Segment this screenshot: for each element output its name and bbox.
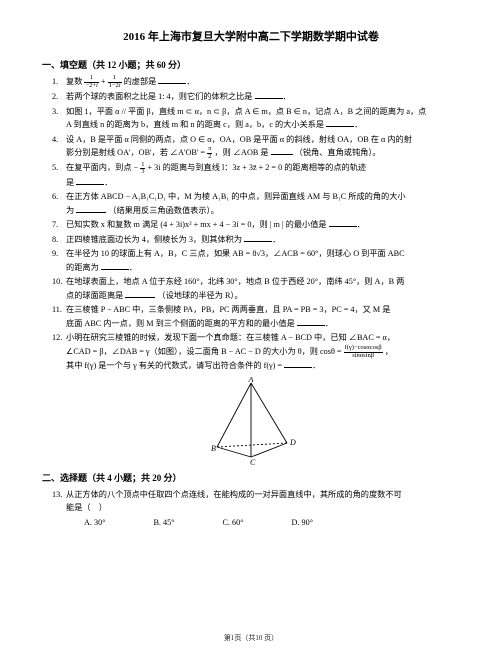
q1-t: 的虚部是: [124, 77, 157, 86]
q9-a: 在半径为 10 的球面上有 A，B，C 三点，如果 AB = 8√3，∠ACB …: [66, 249, 405, 258]
q5-c: 是: [66, 178, 74, 187]
q4-d: （锐角、直角或钝角）。: [295, 148, 381, 157]
q12: 小明在研究三棱锥的时候，发现下面一个真命题：在三棱锥 A − BCD 中，已知 …: [52, 331, 460, 372]
choice-b[interactable]: B. 45°: [153, 516, 174, 530]
q6-c: （结果用反三角函数值表示）。: [108, 206, 219, 215]
q4-a: 设 A，B 是平面 α 同侧的两点，点 O ∈ α，OA，OB 是平面 α 的斜…: [66, 135, 412, 144]
q9: 在半径为 10 的球面上有 A，B，C 三点，如果 AB = 8√3，∠ACB …: [52, 247, 460, 274]
frac1: 1−2+i: [84, 75, 98, 89]
q10-a: 在地球表面上，地点 A 位于东经 160°，北纬 30°，地点 B 位于西经 2…: [66, 277, 404, 286]
question-list-2: 从正方体的八个顶点中任取四个点连线，在能构成的一对异面直线中，其所成的角的度数不…: [42, 488, 460, 530]
blank: [125, 290, 155, 298]
q12-d: 其中 f(γ) 是一个与 γ 有关的代数式，请写出符合条件的 f(γ) =: [66, 361, 282, 370]
label-D: D: [289, 438, 296, 447]
q4-b: 影分别是射线 OA'，OB'，若 ∠A'OB' =: [66, 148, 207, 157]
q11: 在三棱锥 P − ABC 中，三条侧棱 PA，PB，PC 两两垂直，且 PA =…: [52, 303, 460, 330]
page-footer: 第1页（共10 页）: [0, 633, 502, 643]
blank: [76, 205, 106, 213]
choice-a[interactable]: A. 30°: [84, 516, 105, 530]
q10-b: 点的球面距离是: [66, 291, 123, 300]
q10-c: （设地球的半径为 R）。: [157, 291, 242, 300]
q3-b: A 到直线 n 的距离为 b，直线 m 和 n 的距离 c，则 a，b，c 的大…: [66, 120, 324, 129]
q7: 已知实数 x 和复数 m 满足 (4 + 3i)x² + mx + 4 − 3i…: [52, 218, 460, 232]
q6-a: 在正方体 ABCD − A₁B₁C₁D₁ 中，M 为棱 A₁B₁ 的中点，则异面…: [66, 192, 406, 201]
blank: [297, 318, 325, 326]
choices: A. 30° B. 45° C. 60° D. 90°: [66, 516, 460, 530]
q13-a: 从正方体的八个顶点中任取四个点连线，在能构成的一对异面直线中，其所成的角的度数不…: [66, 490, 402, 499]
q4-c: ，则 ∠AOB 是: [214, 148, 268, 157]
figure-tetra: A B C D: [42, 377, 460, 465]
section-choice: 二、选择题（共 4 小题；共 20 分）: [42, 471, 460, 484]
blank: [76, 177, 104, 185]
frac-13: 13: [140, 162, 145, 176]
q6: 在正方体 ABCD − A₁B₁C₁D₁ 中，M 为棱 A₁B₁ 的中点，则异面…: [52, 190, 460, 217]
q3-a: 如图 1，平面 α // 平面 β，直线 m ⊂ α，n ⊂ β，点 A ∈ m…: [66, 107, 426, 116]
q2: 若两个球的表面积之比是 1: 4，则它们的体积之比是 ．: [52, 90, 460, 104]
q3: 如图 1，平面 α // 平面 β，直线 m ⊂ α，n ⊂ β，点 A ∈ m…: [52, 105, 460, 132]
plus: +: [101, 77, 108, 86]
q1: 复数 1−2+i + 11−2i 的虚部是 ．: [52, 75, 460, 89]
page-title: 2016 年上海市复旦大学附中高二下学期数学期中试卷: [42, 28, 460, 44]
blank: [101, 262, 129, 270]
q12-a: 小明在研究三棱锥的时候，发现下面一个真命题：在三棱锥 A − BCD 中，已知 …: [66, 333, 395, 342]
blank: [158, 76, 186, 84]
label-A: A: [248, 377, 254, 384]
blank: [271, 147, 293, 155]
q5-a: 在复平面内，到点 −: [66, 163, 140, 172]
question-list: 复数 1−2+i + 11−2i 的虚部是 ． 若两个球的表面积之比是 1: 4…: [42, 75, 460, 373]
frac12: f(γ)−cosαcosβ sinαsinβ: [344, 345, 383, 359]
choice-c[interactable]: C. 60°: [223, 516, 244, 530]
q2-t: 若两个球的表面积之比是 1: 4，则它们的体积之比是: [66, 92, 253, 101]
q1-pre: 复数: [66, 77, 84, 86]
q7-a: 已知实数 x 和复数 m 满足 (4 + 3i)x² + mx + 4 − 3i…: [66, 220, 327, 229]
blank: [284, 360, 312, 368]
q12-c: ，: [385, 347, 393, 356]
blank: [244, 234, 272, 242]
q9-b: 的距离为: [66, 263, 99, 272]
q11-a: 在三棱锥 P − ABC 中，三条侧棱 PA，PB，PC 两两垂直，且 PA =…: [66, 305, 390, 314]
blank: [255, 91, 283, 99]
q12-b: ∠CAD = β，∠DAB = γ（如图），设二面角 B − AC − D 的大…: [66, 347, 344, 356]
frac2: 11−2i: [108, 75, 122, 89]
q5-b: + 3i 的距离与到直线 l：3z + 3z̄ + 2 = 0 的距离相等的点的…: [148, 163, 367, 172]
frac12-d: sinαsinβ: [344, 353, 383, 360]
choice-d[interactable]: D. 90°: [292, 516, 313, 530]
blank: [329, 219, 357, 227]
q10: 在地球表面上，地点 A 位于东经 160°，北纬 30°，地点 B 位于西经 2…: [52, 275, 460, 302]
blank: [326, 119, 354, 127]
q13: 从正方体的八个顶点中任取四个点连线，在能构成的一对异面直线中，其所成的角的度数不…: [52, 488, 460, 530]
section-fill: 一、填空题（共 12 小题；共 60 分）: [42, 58, 460, 71]
q8: 正四棱锥底面边长为 4，侧棱长为 3，则其体积为 ．: [52, 233, 460, 247]
label-C: C: [250, 458, 256, 465]
q13-b: 能是（ ）: [66, 501, 460, 515]
q11-b: 底面 ABC 内一点，则 M 到三个侧面的距离的平方和的最小值是: [66, 319, 295, 328]
q6-b: 为: [66, 206, 74, 215]
label-B: B: [211, 444, 216, 453]
q8-a: 正四棱锥底面边长为 4，侧棱长为 3，则其体积为: [66, 235, 242, 244]
q5: 在复平面内，到点 − 13 + 3i 的距离与到直线 l：3z + 3z̄ + …: [52, 161, 460, 189]
q4: 设 A，B 是平面 α 同侧的两点，点 O ∈ α，OA，OB 是平面 α 的斜…: [52, 133, 460, 161]
frac-pi2: π2: [207, 146, 212, 160]
